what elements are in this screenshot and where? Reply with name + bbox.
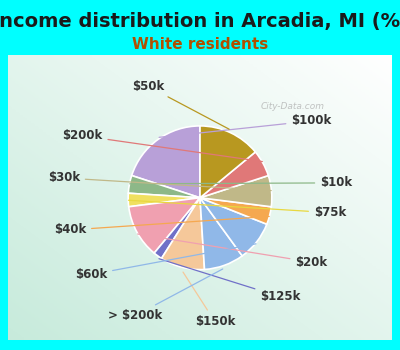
Wedge shape xyxy=(200,126,255,198)
Wedge shape xyxy=(129,198,200,253)
Text: $20k: $20k xyxy=(138,234,328,269)
Wedge shape xyxy=(200,198,271,224)
Text: $75k: $75k xyxy=(128,200,346,219)
Wedge shape xyxy=(200,198,267,256)
Wedge shape xyxy=(200,198,242,270)
Text: $200k: $200k xyxy=(62,129,262,162)
Wedge shape xyxy=(200,176,272,207)
Text: $60k: $60k xyxy=(75,244,256,281)
Wedge shape xyxy=(128,193,200,207)
Wedge shape xyxy=(154,198,200,258)
Text: > $200k: > $200k xyxy=(108,269,223,322)
Text: $50k: $50k xyxy=(132,80,229,129)
Text: Income distribution in Arcadia, MI (%): Income distribution in Arcadia, MI (%) xyxy=(0,12,400,31)
Text: City-Data.com: City-Data.com xyxy=(260,102,324,111)
Text: $10k: $10k xyxy=(130,176,352,189)
Wedge shape xyxy=(162,198,204,270)
Text: $125k: $125k xyxy=(159,259,301,303)
Text: $100k: $100k xyxy=(159,114,332,137)
Text: $150k: $150k xyxy=(183,272,235,328)
Text: White residents: White residents xyxy=(132,37,268,52)
Wedge shape xyxy=(128,176,200,198)
Wedge shape xyxy=(200,152,268,198)
Text: $40k: $40k xyxy=(54,216,269,237)
Wedge shape xyxy=(132,126,200,198)
Text: $30k: $30k xyxy=(48,172,271,191)
